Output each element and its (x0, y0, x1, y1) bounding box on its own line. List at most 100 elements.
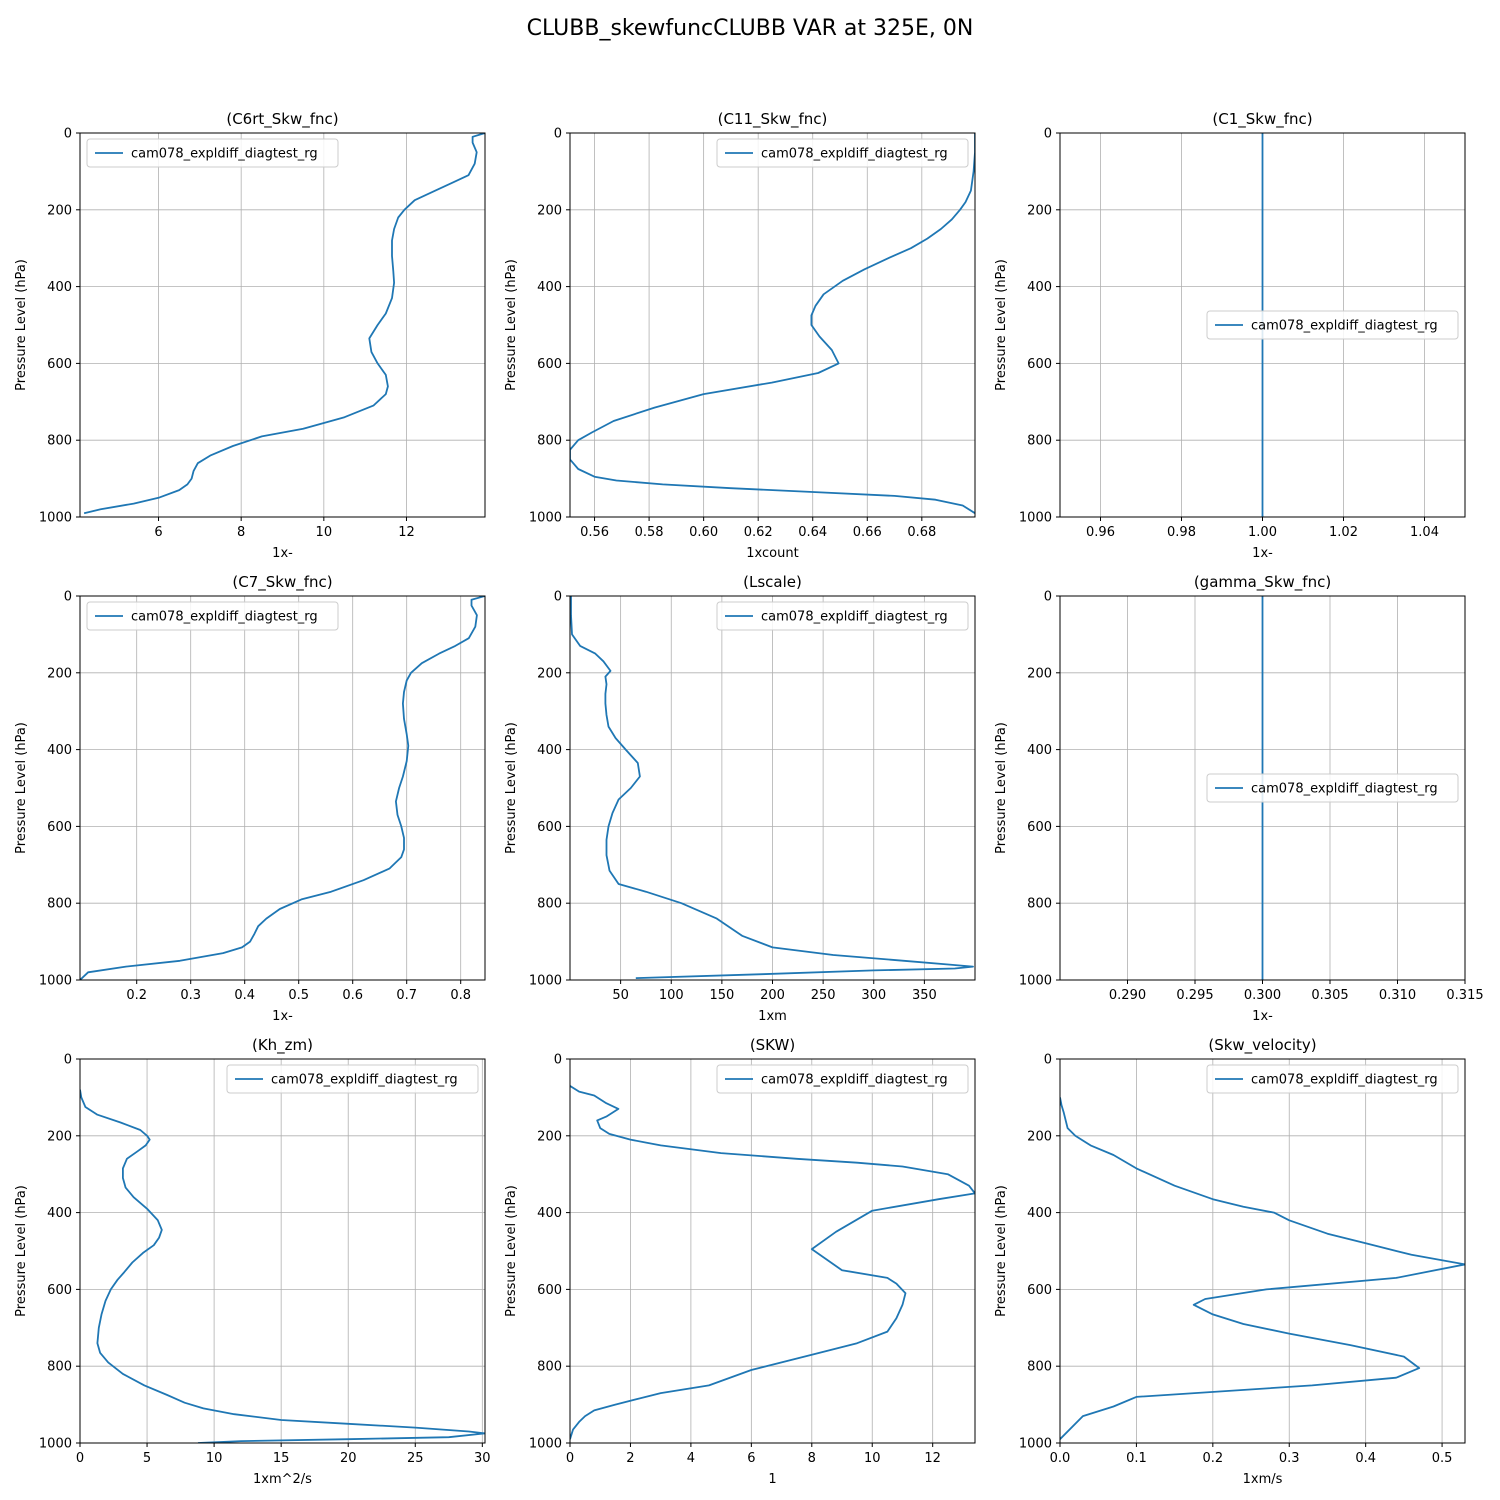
x-tick-label: 0.300 (1244, 988, 1281, 1003)
legend: cam078_expldiff_diagtest_rg (86, 601, 339, 631)
x-tick-label: 0.4 (1355, 1451, 1376, 1466)
y-tick-label: 600 (47, 1283, 72, 1298)
y-tick-label: 1000 (1019, 974, 1052, 989)
y-tick-label: 800 (47, 434, 72, 449)
chart-title: (C7_Skw_fnc) (232, 573, 332, 592)
legend-label: cam078_expldiff_diagtest_rg (131, 610, 318, 625)
y-axis-label: Pressure Level (hPa) (994, 1185, 1009, 1317)
y-tick-label: 400 (1027, 1206, 1052, 1221)
x-tick-label: 0.5 (1432, 1451, 1453, 1466)
legend: cam078_expldiff_diagtest_rg (1206, 1064, 1459, 1094)
chart-title: (C1_Skw_fnc) (1212, 110, 1312, 129)
x-tick-label: 0.96 (1086, 525, 1115, 540)
legend: cam078_expldiff_diagtest_rg (226, 1064, 479, 1094)
x-axis-label: 1xcount (746, 546, 798, 561)
series-line (1060, 1097, 1465, 1440)
x-tick-label: 0.68 (907, 525, 936, 540)
y-tick-label: 400 (1027, 743, 1052, 758)
chart-panel-5: 50 100 150 200 250 300 350 0 200 400 600 800 1000 (Ls… (504, 573, 976, 1024)
x-tick-label: 0.2 (1202, 1451, 1223, 1466)
x-tick-label: 1.04 (1410, 525, 1439, 540)
x-axis-label: 1 (768, 1472, 776, 1487)
x-tick-label: 6 (747, 1451, 755, 1466)
legend-label: cam078_expldiff_diagtest_rg (1251, 1073, 1438, 1088)
chart-panel-1: 6 8 10 12 0 200 400 600 800 1000 (C6rt_Skw_fnc) 1x-… (14, 110, 486, 561)
y-tick-label: 400 (47, 743, 72, 758)
y-tick-label: 600 (537, 357, 562, 372)
x-tick-label: 200 (760, 988, 785, 1003)
y-axis-label: Pressure Level (hPa) (14, 259, 29, 391)
x-tick-label: 0.315 (1446, 988, 1483, 1003)
y-axis-label: Pressure Level (hPa) (504, 722, 519, 854)
y-axis-label: Pressure Level (hPa) (994, 259, 1009, 391)
legend-box (716, 1064, 969, 1094)
legend: cam078_expldiff_diagtest_rg (716, 1064, 969, 1094)
x-tick-label: 6 (154, 525, 162, 540)
x-tick-label: 0.1 (1126, 1451, 1147, 1466)
x-tick-label: 8 (237, 525, 245, 540)
x-tick-label: 25 (407, 1451, 424, 1466)
x-axis-label: 1xm (758, 1009, 787, 1024)
legend-box (86, 601, 339, 631)
legend: cam078_expldiff_diagtest_rg (1206, 773, 1459, 803)
chart-panel-7: 0 5 10 15 20 25 30 0 200 400 600 800 1000 (Kh_zm) 1xm^… (14, 1036, 491, 1487)
figure-title: CLUBB_skewfuncCLUBB VAR at 325E, 0N (526, 16, 974, 41)
legend: cam078_expldiff_diagtest_rg (86, 138, 339, 168)
x-axis-label: 1x- (272, 1009, 293, 1024)
y-tick-label: 0 (1044, 1053, 1052, 1068)
y-tick-label: 800 (1027, 1360, 1052, 1375)
y-tick-label: 1000 (1019, 1437, 1052, 1452)
y-tick-label: 0 (554, 1053, 562, 1068)
x-tick-label: 0.64 (798, 525, 827, 540)
y-tick-label: 0 (1044, 590, 1052, 605)
y-tick-label: 200 (47, 1129, 72, 1144)
axes-frame (79, 595, 486, 981)
legend-label: cam078_expldiff_diagtest_rg (761, 1073, 948, 1088)
x-tick-label: 250 (811, 988, 836, 1003)
legend-box (1206, 1064, 1459, 1094)
chart-title: (C6rt_Skw_fnc) (226, 110, 338, 129)
chart-panel-9: 0.0 0.1 0.2 0.3 0.4 0.5 0 200 400 600 800 1000 (Skw_… (994, 1036, 1466, 1487)
x-tick-label: 100 (659, 988, 684, 1003)
x-tick-label: 0.3 (1279, 1451, 1300, 1466)
axes-frame (79, 1058, 486, 1444)
chart-panel-6: 0.290 0.295 0.300 0.305 0.310 0.315 0 200 400 600… (994, 573, 1484, 1024)
y-axis-label: Pressure Level (hPa) (994, 722, 1009, 854)
x-tick-label: 150 (709, 988, 734, 1003)
legend-box (1206, 773, 1459, 803)
y-tick-label: 1000 (529, 974, 562, 989)
y-axis-label: Pressure Level (hPa) (504, 259, 519, 391)
x-axis-label: 1xm/s (1243, 1472, 1283, 1487)
y-tick-label: 600 (1027, 357, 1052, 372)
x-tick-label: 0.0 (1050, 1451, 1071, 1466)
x-tick-label: 20 (340, 1451, 357, 1466)
y-tick-label: 1000 (529, 511, 562, 526)
x-tick-label: 0.6 (342, 988, 363, 1003)
x-tick-label: 0.4 (234, 988, 255, 1003)
y-tick-label: 600 (537, 820, 562, 835)
chart-title: (Kh_zm) (252, 1036, 313, 1055)
y-axis-label: Pressure Level (hPa) (14, 722, 29, 854)
x-axis-label: 1xm^2/s (253, 1472, 312, 1487)
y-tick-label: 400 (47, 1206, 72, 1221)
x-tick-label: 0.7 (396, 988, 417, 1003)
y-tick-label: 1000 (39, 511, 72, 526)
y-axis-label: Pressure Level (hPa) (14, 1185, 29, 1317)
x-tick-label: 0.290 (1109, 988, 1146, 1003)
y-tick-label: 800 (1027, 897, 1052, 912)
legend: cam078_expldiff_diagtest_rg (716, 138, 969, 168)
series-line (80, 1089, 485, 1443)
y-tick-label: 200 (1027, 1129, 1052, 1144)
x-tick-label: 350 (912, 988, 937, 1003)
series-line (570, 133, 975, 514)
chart-panel-2: 0.56 0.58 0.60 0.62 0.64 0.66 0.68 0 200 400 600 80… (504, 110, 976, 561)
y-tick-label: 200 (47, 203, 72, 218)
axes-frame (569, 132, 976, 518)
legend-box (716, 601, 969, 631)
legend-label: cam078_expldiff_diagtest_rg (761, 147, 948, 162)
legend-box (226, 1064, 479, 1094)
chart-panel-8: 0 2 4 6 8 10 12 0 200 400 600 800 1000 (SKW) 1 Pressure… (504, 1036, 976, 1487)
legend-box (716, 138, 969, 168)
y-tick-label: 1000 (39, 1437, 72, 1452)
x-tick-label: 8 (808, 1451, 816, 1466)
